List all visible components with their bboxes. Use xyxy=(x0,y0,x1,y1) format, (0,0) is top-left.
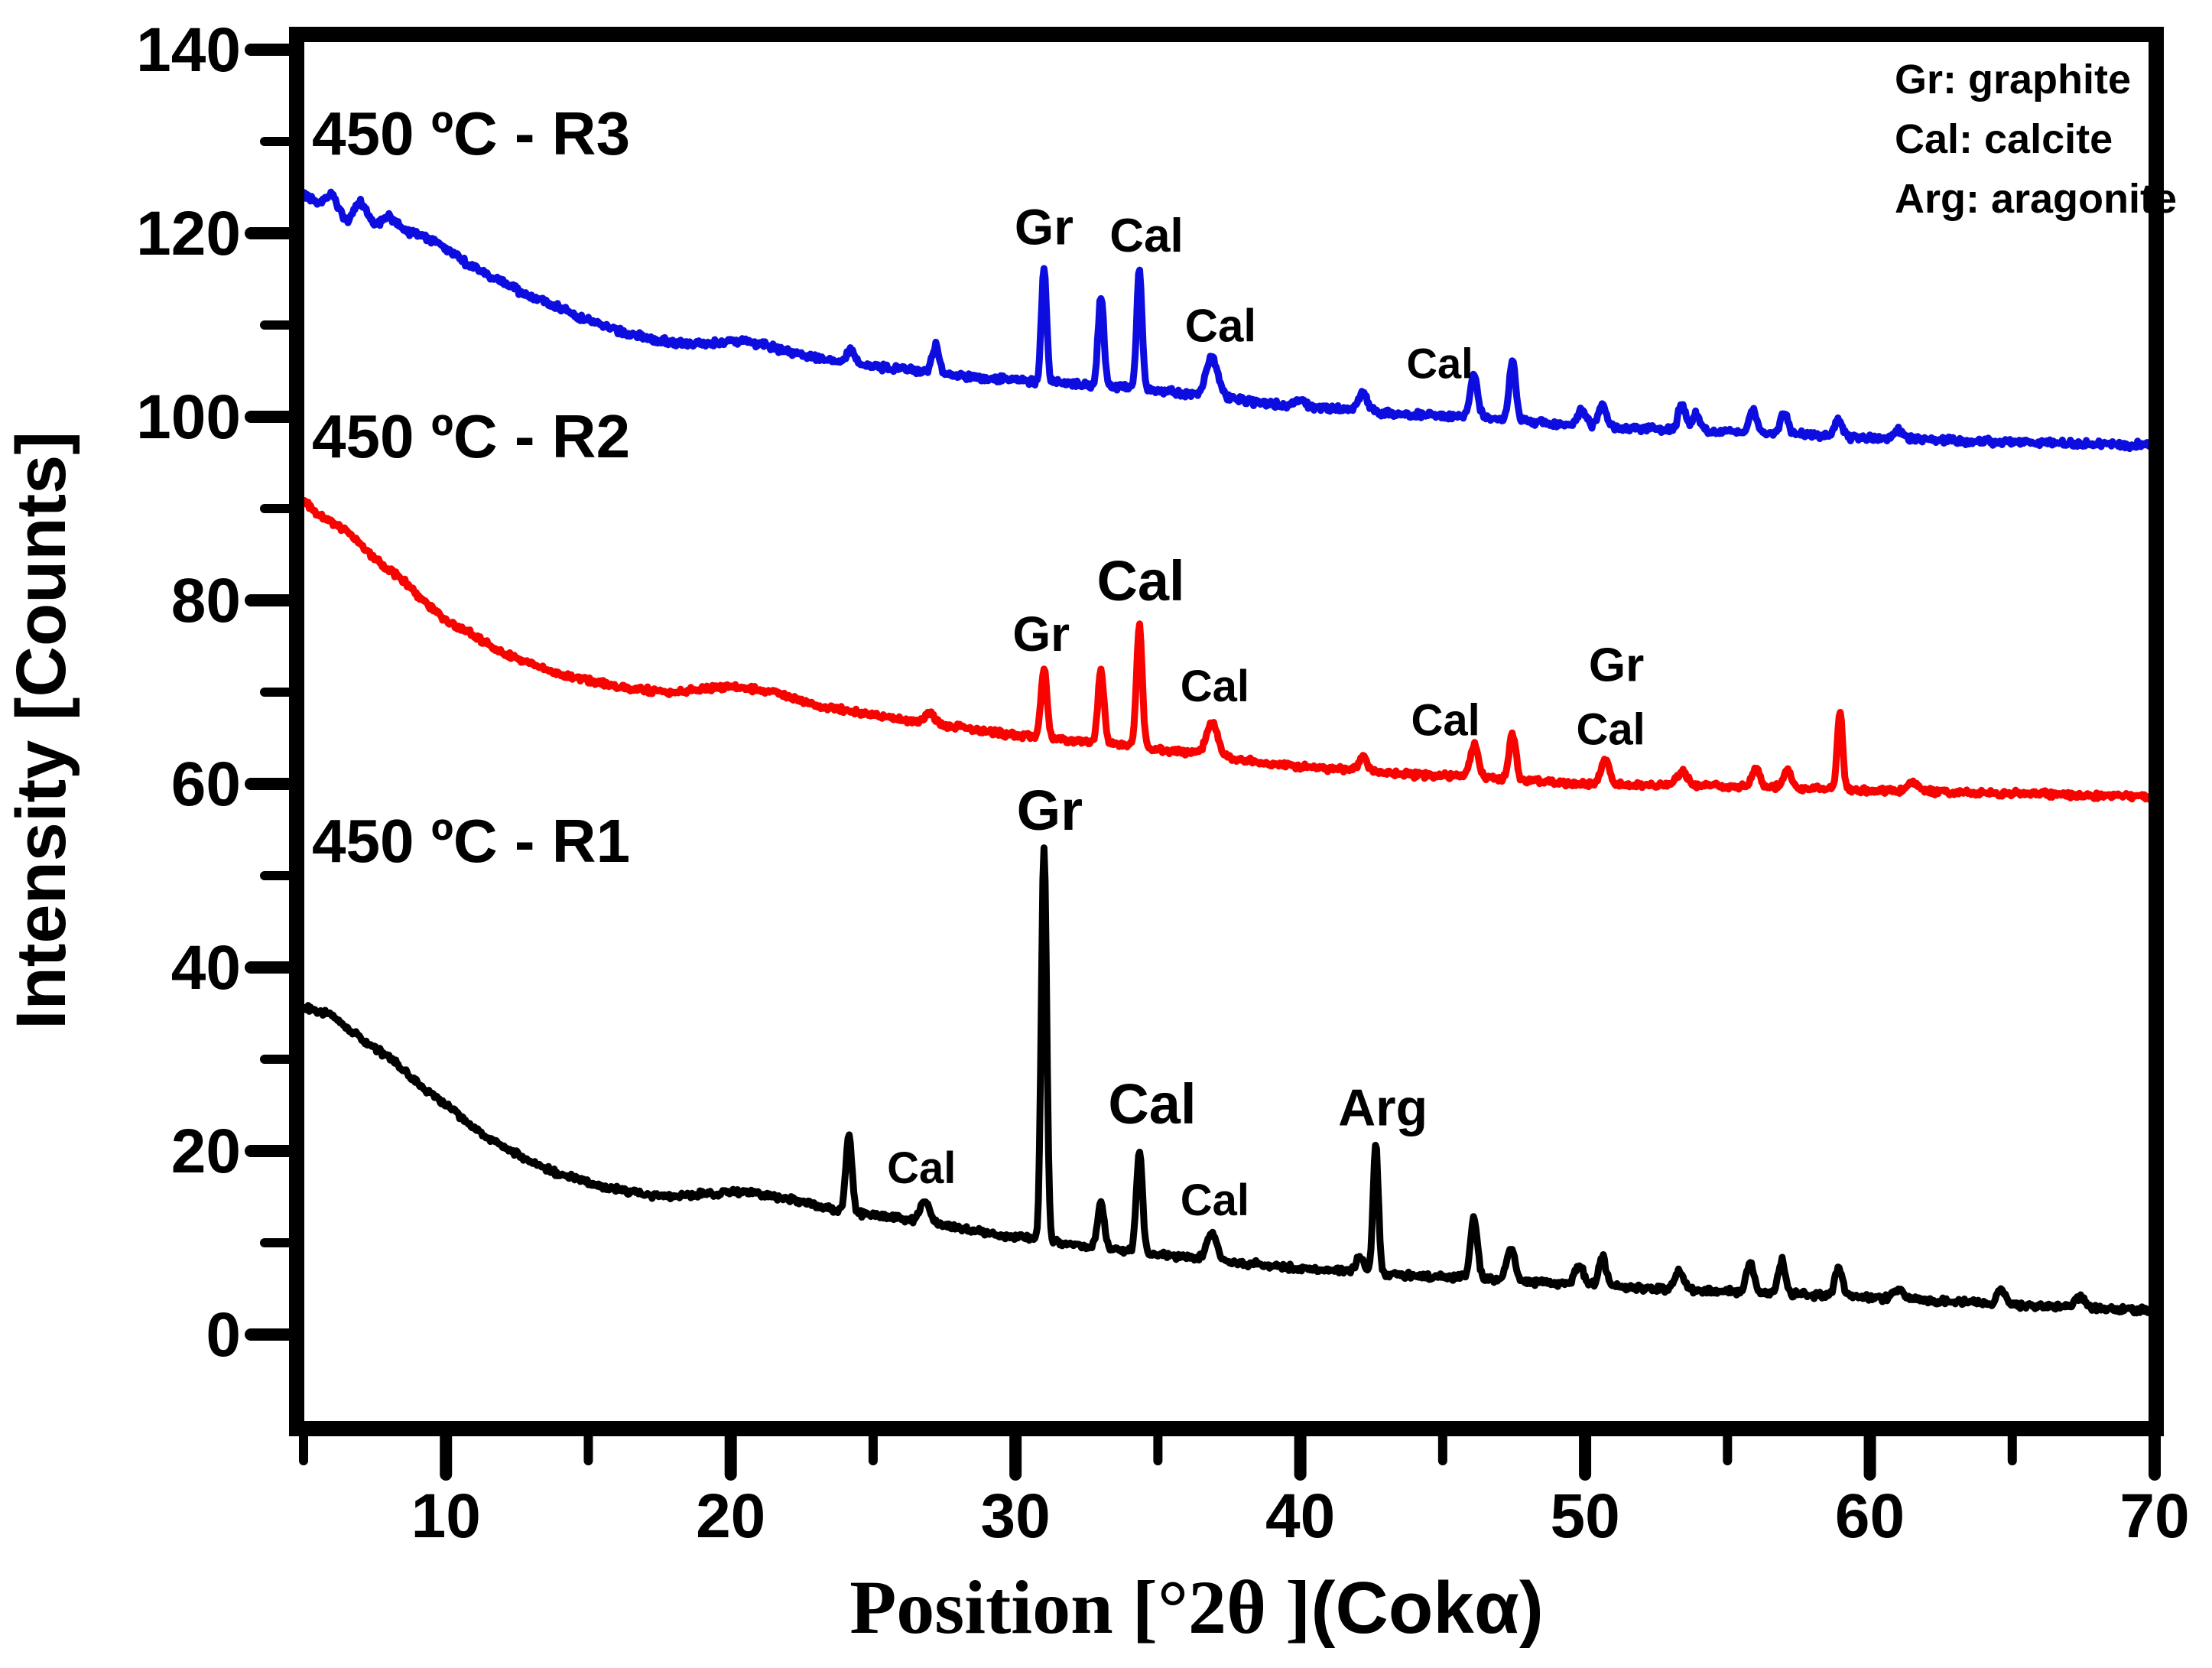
series-label-r1: 450 ºC - R1 xyxy=(312,807,630,875)
x-tick-label: 60 xyxy=(1835,1481,1905,1551)
x-tick-label: 20 xyxy=(696,1481,765,1551)
peak-label-cal: Cal xyxy=(1108,1072,1196,1136)
peak-label-cal: Cal xyxy=(1181,1175,1249,1225)
peak-label-cal: Cal xyxy=(1096,549,1184,613)
x-axis-title: Position [°2θ ](Cokα) xyxy=(849,1565,1544,1650)
x-tick-label: 50 xyxy=(1550,1481,1619,1551)
peak-label-cal: Cal xyxy=(1181,662,1249,711)
xrd-trace-r1 xyxy=(304,844,2149,1317)
legend: Gr: graphite Cal: calcite Arg: aragonite xyxy=(1895,57,2177,222)
y-axis-title: Intensity [Counts] xyxy=(2,431,80,1029)
x-tick-label: 30 xyxy=(981,1481,1051,1551)
peak-label-cal: Cal xyxy=(1411,695,1480,745)
peak-label-gr: Gr xyxy=(1017,779,1083,842)
y-tick-label: 100 xyxy=(136,382,241,452)
xrd-trace-r3 xyxy=(304,188,2149,453)
legend-item-aragonite: Arg: aragonite xyxy=(1895,176,2177,222)
peak-label-cal: Cal xyxy=(1576,704,1645,754)
axis-ticks xyxy=(245,44,2162,1481)
x-tick-label: 70 xyxy=(2119,1481,2189,1551)
peak-label-gr: Gr xyxy=(1589,639,1644,692)
x-tick-label: 40 xyxy=(1265,1481,1335,1551)
y-tick-label: 20 xyxy=(171,1117,241,1186)
y-tick-label: 80 xyxy=(171,566,241,636)
peak-label-cal: Cal xyxy=(1407,340,1473,388)
peak-label-cal: Cal xyxy=(887,1143,956,1193)
peak-label-gr: Gr xyxy=(1012,606,1070,662)
peak-label-gr: Gr xyxy=(1015,198,1074,255)
axis-tick-labels: 10 20 30 40 50 60 70 0 20 40 60 80 100 120 140 xyxy=(136,15,2189,1551)
y-tick-label: 0 xyxy=(206,1300,241,1370)
peak-label-arg: Arg xyxy=(1338,1078,1428,1136)
x-tick-label: 10 xyxy=(411,1481,481,1551)
series-label-r2: 450 ºC - R2 xyxy=(312,402,630,470)
plot-frame xyxy=(289,27,2164,1436)
xrd-trace-r2 xyxy=(304,497,2149,803)
legend-item-graphite: Gr: graphite xyxy=(1895,57,2131,102)
y-tick-label: 140 xyxy=(136,15,241,85)
legend-item-calcite: Cal: calcite xyxy=(1895,116,2113,162)
y-tick-label: 60 xyxy=(171,749,241,819)
xrd-curves xyxy=(304,188,2149,1317)
peak-label-cal: Cal xyxy=(1185,301,1256,352)
peak-label-cal: Cal xyxy=(1109,210,1183,262)
series-label-r3: 450 ºC - R3 xyxy=(312,99,630,167)
y-tick-label: 120 xyxy=(136,199,241,268)
y-tick-label: 40 xyxy=(171,933,241,1003)
